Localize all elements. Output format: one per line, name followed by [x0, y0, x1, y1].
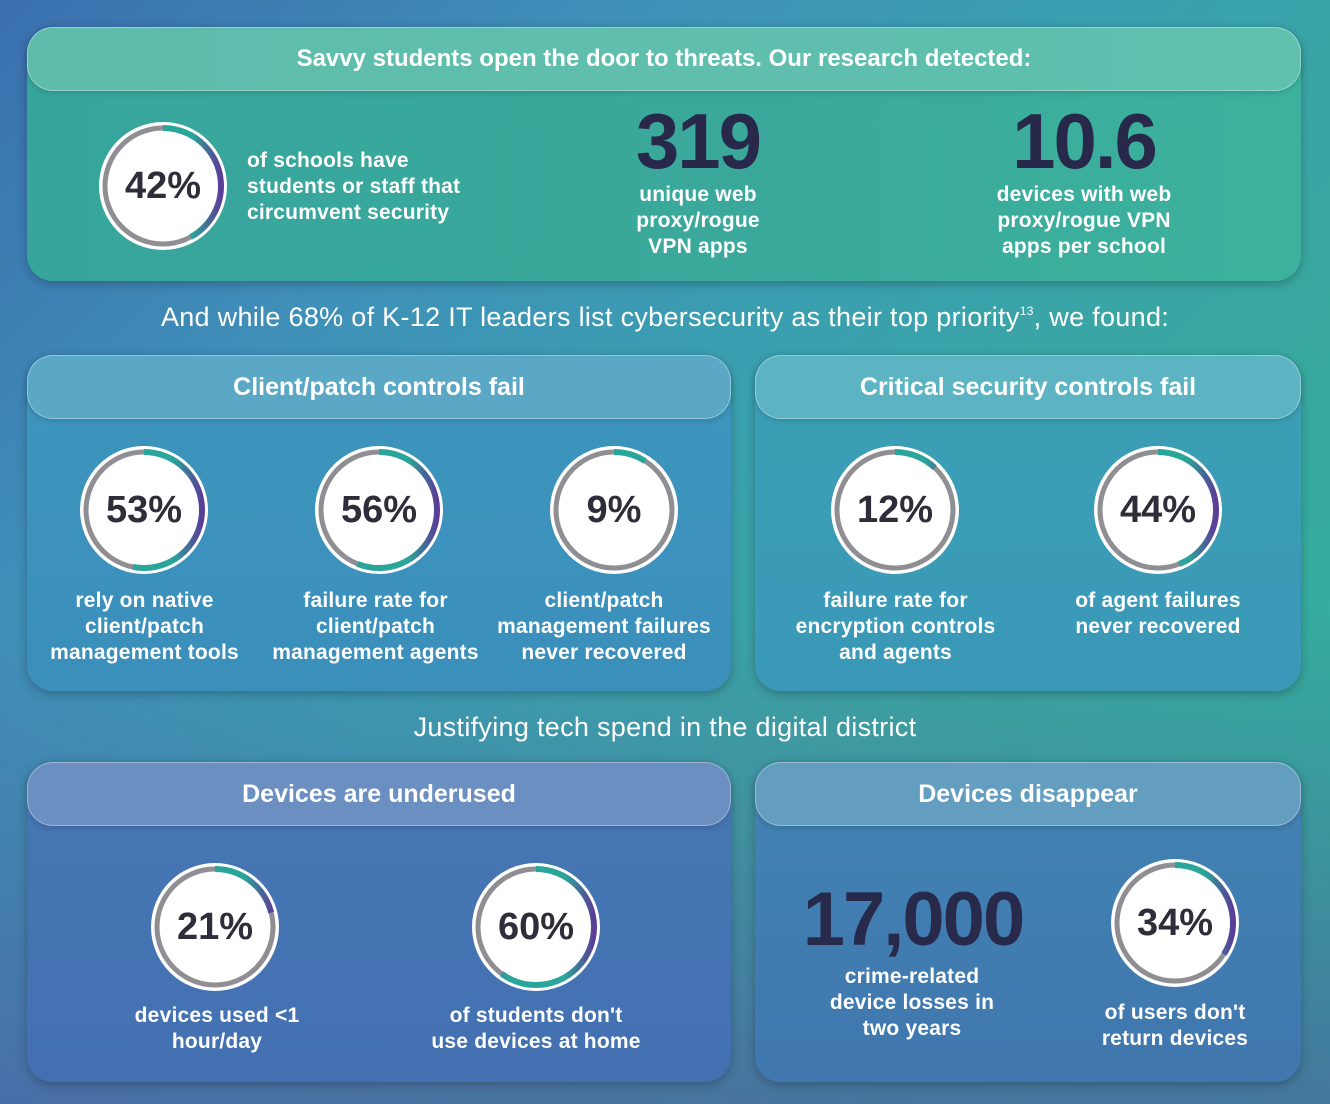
underused-panel: Devices are underused [27, 762, 731, 1082]
stat-17000-number: 17,000 [802, 877, 1025, 962]
ring-21: 21% [149, 861, 281, 993]
percent-label: 60% [497, 905, 575, 948]
percent-label: 12% [856, 488, 934, 531]
ring-42: 42% [97, 120, 229, 252]
disappear-title: Devices disappear [755, 762, 1301, 826]
ring-12-text: failure rate for encryption controls and… [795, 589, 996, 664]
percent-label: 44% [1119, 488, 1197, 531]
percent-label: 56% [340, 488, 418, 531]
stat-17000-text: crime-related device losses in two years [829, 965, 995, 1040]
ring-value-arc [102, 125, 224, 247]
ring-9-text: client/patch management failures never r… [497, 589, 711, 664]
ring-60: 60% [470, 861, 602, 993]
percent-label: 9% [586, 488, 642, 531]
intro-before: And while 68% of K-12 IT leaders list cy… [160, 302, 1020, 332]
ring-60-text: of students don't use devices at home [431, 1004, 641, 1053]
intro-line: And while 68% of K-12 IT leaders list cy… [0, 302, 1330, 333]
ring-42-text: of schools have students or staff that c… [247, 149, 461, 224]
ring-value-arc [1114, 862, 1236, 984]
ring-background [315, 446, 443, 574]
ring-53-text: rely on native client/patch management t… [50, 589, 239, 664]
ring-56: 56% [313, 444, 445, 576]
ring-background [99, 122, 227, 250]
stat-319-text: unique web proxy/rogue VPN apps [636, 183, 760, 258]
ring-21-text: devices used <1 hour/day [134, 1004, 300, 1053]
ring-44-text: of agent failures never recovered [1075, 589, 1241, 638]
ring-value-arc [83, 449, 205, 571]
ring-56-text: failure rate for client/patch management… [272, 589, 479, 664]
ring-value-arc [834, 449, 956, 571]
ring-background [472, 863, 600, 991]
intro-footnote: 13 [1019, 304, 1034, 318]
ring-value-arc [553, 449, 675, 571]
percent-label: 42% [124, 164, 202, 207]
ring-34: 34% [1109, 857, 1241, 989]
threats-panel: Savvy students open the door to threats.… [27, 27, 1301, 281]
ring-background [80, 446, 208, 574]
critical-title: Critical security controls fail [755, 355, 1301, 419]
ring-9: 9% [548, 444, 680, 576]
ring-value-arc [318, 449, 440, 571]
spend-heading: Justifying tech spend in the digital dis… [413, 712, 917, 742]
stat-319-number: 319 [635, 97, 762, 185]
ring-value-arc [154, 866, 276, 988]
intro-after: , we found: [1033, 302, 1170, 332]
ring-background [831, 446, 959, 574]
stat-10-6-text: devices with web proxy/rogue VPN apps pe… [996, 183, 1172, 258]
ring-44: 44% [1092, 444, 1224, 576]
underused-title: Devices are underused [27, 762, 731, 826]
stat-10-6-number: 10.6 [1012, 97, 1158, 185]
ring-34-text: of users don't return devices [1101, 1001, 1249, 1050]
percent-label: 34% [1136, 901, 1214, 944]
ring-background [1111, 859, 1239, 987]
percent-label: 53% [105, 488, 183, 531]
percent-label: 21% [176, 905, 254, 948]
ring-value-arc [475, 866, 597, 988]
ring-background [550, 446, 678, 574]
threats-title: Savvy students open the door to threats.… [27, 27, 1301, 91]
ring-value-arc [1097, 449, 1219, 571]
client-patch-title: Client/patch controls fail [27, 355, 731, 419]
ring-background [1094, 446, 1222, 574]
ring-53: 53% [78, 444, 210, 576]
ring-12: 12% [829, 444, 961, 576]
ring-background [151, 863, 279, 991]
